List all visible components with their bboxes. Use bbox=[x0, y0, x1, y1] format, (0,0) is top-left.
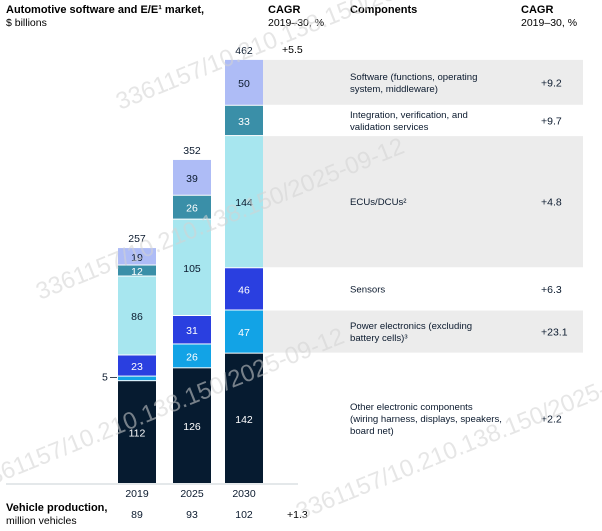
cagr-mid-title: CAGR bbox=[268, 4, 300, 16]
bar-segment bbox=[225, 353, 263, 483]
bar-value-label: 19 bbox=[131, 252, 143, 264]
bar-segment bbox=[225, 59, 263, 105]
component-cagr: +9.2 bbox=[541, 77, 562, 89]
total-cagr: +5.5 bbox=[282, 44, 303, 56]
bar-value-label: 105 bbox=[183, 263, 201, 275]
bar-value-label: 47 bbox=[238, 327, 250, 339]
category-label: 2025 bbox=[180, 488, 204, 500]
category-label: 2030 bbox=[232, 488, 256, 500]
component-band bbox=[263, 136, 583, 268]
bar-value-label: 5 bbox=[102, 372, 108, 384]
bar-segment bbox=[118, 248, 156, 265]
bar-segment bbox=[118, 381, 156, 483]
component-label: Sensors bbox=[350, 284, 385, 295]
bar-segment bbox=[225, 268, 263, 310]
vehicle-production-value: 102 bbox=[235, 509, 253, 521]
cagr-right-subtitle: 2019–30, % bbox=[521, 17, 577, 29]
bar-value-label: 112 bbox=[129, 428, 146, 440]
component-band bbox=[263, 310, 583, 353]
bar-value-label: 23 bbox=[131, 361, 143, 373]
component-label: board net) bbox=[350, 426, 394, 437]
components-title: Components bbox=[350, 4, 417, 16]
cagr-right-title: CAGR bbox=[521, 4, 553, 16]
chart-unit: $ billions bbox=[6, 17, 47, 29]
component-label: (wiring harness, displays, speakers, bbox=[350, 414, 502, 425]
bar-value-label: 26 bbox=[186, 203, 198, 215]
bar-segment bbox=[118, 265, 156, 276]
component-band bbox=[263, 59, 583, 105]
component-label: ECUs/DCUs² bbox=[350, 197, 407, 208]
bar-segment bbox=[173, 344, 211, 368]
bar-value-label: 144 bbox=[235, 197, 253, 209]
bar-segment bbox=[173, 195, 211, 219]
component-label: Power electronics (excluding bbox=[350, 321, 472, 332]
component-cagr: +4.8 bbox=[541, 197, 562, 209]
bar-segment bbox=[225, 310, 263, 353]
component-cagr: +23.1 bbox=[541, 327, 568, 339]
component-label: Software (functions, operating bbox=[350, 72, 477, 83]
vehicle-production-value: 93 bbox=[186, 509, 198, 521]
bar-segment bbox=[225, 136, 263, 268]
component-label: Integration, verification, and bbox=[350, 110, 468, 121]
bar-total-label: 257 bbox=[128, 233, 146, 245]
component-list: Other electronic components(wiring harne… bbox=[350, 72, 568, 437]
bar-total-label: 462 bbox=[235, 45, 253, 57]
cagr-mid-subtitle: 2019–30, % bbox=[268, 17, 324, 29]
bar-value-label: 31 bbox=[186, 325, 198, 337]
stacked-bars bbox=[118, 59, 263, 483]
bar-segment bbox=[173, 159, 211, 195]
component-bands bbox=[263, 59, 583, 353]
component-cagr: +2.2 bbox=[541, 413, 562, 425]
vehicle-production-label: Vehicle production, bbox=[6, 502, 107, 514]
bar-segment bbox=[118, 376, 156, 381]
component-label: battery cells)³ bbox=[350, 333, 408, 344]
chart-title: Automotive software and E/E¹ market, bbox=[6, 4, 204, 16]
bar-segment bbox=[173, 368, 211, 483]
bar-segment bbox=[118, 355, 156, 376]
bar-value-label: 142 bbox=[235, 414, 253, 426]
bar-segment bbox=[118, 276, 156, 355]
bar-segment bbox=[225, 105, 263, 136]
watermark-text: 3361157/10.210.138.150/2025-09-12 bbox=[292, 353, 602, 526]
bar-value-label: 86 bbox=[131, 311, 143, 323]
bar-value-label: 26 bbox=[186, 351, 198, 363]
bar-value-label: 33 bbox=[238, 116, 250, 128]
vehicle-production-value: 89 bbox=[131, 509, 143, 521]
bar-segment bbox=[173, 316, 211, 344]
component-cagr: +9.7 bbox=[541, 115, 562, 127]
bar-value-label: 39 bbox=[186, 173, 198, 185]
bar-value-label: 46 bbox=[238, 284, 250, 296]
bar-value-label: 126 bbox=[183, 421, 201, 433]
bar-value-label: 12 bbox=[131, 266, 143, 278]
bar-value-label: 50 bbox=[238, 78, 250, 90]
vehicle-production-unit: million vehicles bbox=[6, 515, 77, 527]
bar-segment bbox=[173, 219, 211, 316]
bar-total-label: 352 bbox=[183, 145, 201, 157]
component-label: system, middleware) bbox=[350, 84, 438, 95]
vehicle-production-cagr: +1.3 bbox=[287, 509, 308, 521]
component-label: validation services bbox=[350, 122, 429, 133]
component-cagr: +6.3 bbox=[541, 284, 562, 296]
category-label: 2019 bbox=[125, 488, 149, 500]
bar-labels: 112 5 23 86 12 19 257 2019 126 26 31 105 26 39 352 2025… bbox=[102, 45, 256, 500]
vehicle-production-values: 89 93 102 bbox=[131, 509, 253, 521]
component-label: Other electronic components bbox=[350, 402, 473, 413]
